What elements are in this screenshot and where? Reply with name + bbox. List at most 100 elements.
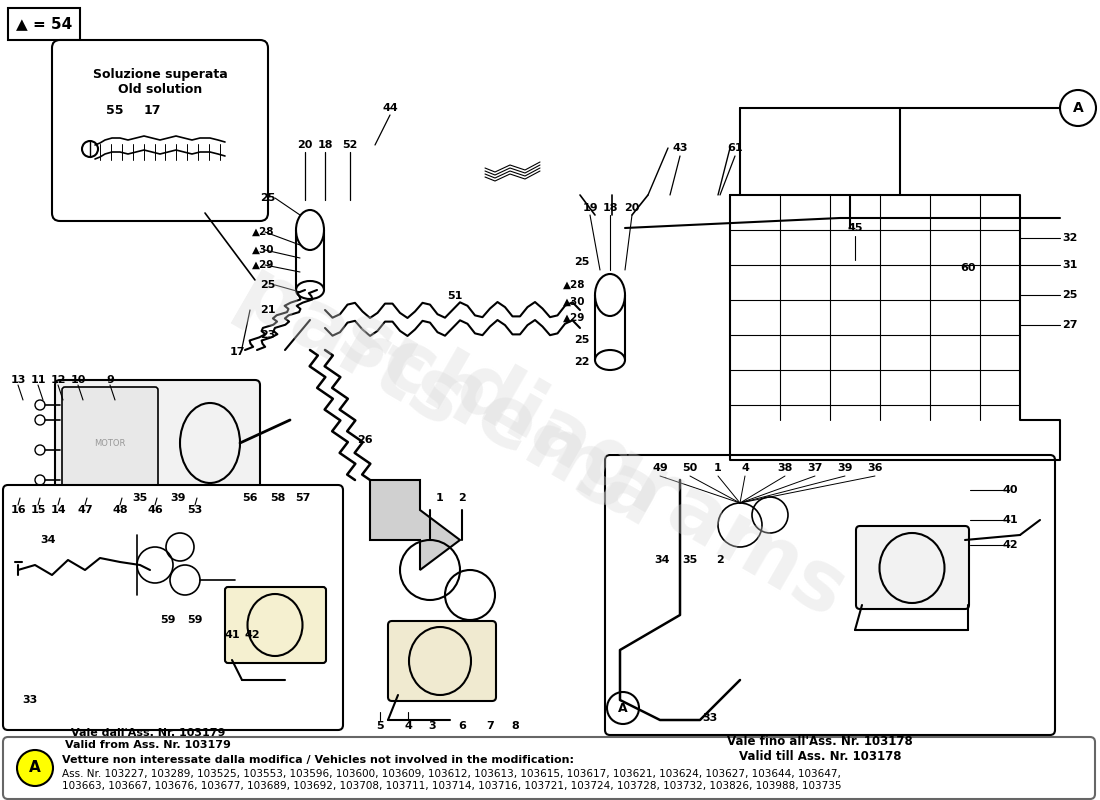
Text: 42: 42 xyxy=(1002,540,1018,550)
Text: 51: 51 xyxy=(448,291,463,301)
Text: 59: 59 xyxy=(187,615,202,625)
Text: A: A xyxy=(29,761,41,775)
Text: 18: 18 xyxy=(317,140,332,150)
Text: 20: 20 xyxy=(297,140,312,150)
Text: 14: 14 xyxy=(51,505,66,515)
Text: 10: 10 xyxy=(70,375,86,385)
Text: ▲29: ▲29 xyxy=(252,260,274,270)
Text: 39: 39 xyxy=(170,493,186,503)
FancyBboxPatch shape xyxy=(388,621,496,701)
Text: 103663, 103667, 103676, 103677, 103689, 103692, 103708, 103711, 103714, 103716, : 103663, 103667, 103676, 103677, 103689, … xyxy=(62,781,842,791)
Text: parts: parts xyxy=(223,254,477,446)
Text: A: A xyxy=(1072,101,1084,115)
Text: 40: 40 xyxy=(1002,485,1018,495)
Text: 37: 37 xyxy=(807,463,823,473)
Text: A: A xyxy=(618,702,628,714)
Text: 34: 34 xyxy=(654,555,670,565)
Text: 8: 8 xyxy=(512,721,519,731)
Text: 18: 18 xyxy=(603,203,618,213)
Text: ▲30: ▲30 xyxy=(563,297,585,307)
Text: 11: 11 xyxy=(31,375,46,385)
FancyBboxPatch shape xyxy=(55,380,260,505)
Polygon shape xyxy=(370,480,460,570)
Text: 58: 58 xyxy=(271,493,286,503)
Text: 39: 39 xyxy=(837,463,852,473)
Text: Soluzione superata
Old solution: Soluzione superata Old solution xyxy=(92,68,228,96)
Text: 38: 38 xyxy=(778,463,793,473)
Text: 16: 16 xyxy=(10,505,25,515)
Text: 9: 9 xyxy=(106,375,114,385)
Text: 50: 50 xyxy=(682,463,697,473)
Text: 1: 1 xyxy=(714,463,722,473)
Text: schema: schema xyxy=(324,295,675,545)
Text: 61: 61 xyxy=(727,143,742,153)
Text: 31: 31 xyxy=(1063,260,1078,270)
Text: ▲30: ▲30 xyxy=(252,245,275,255)
Text: 25: 25 xyxy=(261,193,276,203)
Text: 33: 33 xyxy=(22,695,37,705)
Text: 46: 46 xyxy=(147,505,163,515)
Text: 7: 7 xyxy=(486,721,494,731)
Text: Vetture non interessate dalla modifica / Vehicles not involved in the modificati: Vetture non interessate dalla modifica /… xyxy=(62,755,574,765)
FancyBboxPatch shape xyxy=(52,40,268,221)
Text: 48: 48 xyxy=(112,505,128,515)
Text: 1: 1 xyxy=(436,493,444,503)
Text: 15: 15 xyxy=(31,505,46,515)
Text: ▲28: ▲28 xyxy=(563,280,585,290)
Text: 35: 35 xyxy=(132,493,147,503)
Text: 27: 27 xyxy=(1063,320,1078,330)
Text: diagrams: diagrams xyxy=(440,345,860,635)
Text: 20: 20 xyxy=(625,203,640,213)
Text: 49: 49 xyxy=(652,463,668,473)
Text: 35: 35 xyxy=(682,555,697,565)
Text: 47: 47 xyxy=(77,505,92,515)
Text: MOTOR: MOTOR xyxy=(95,438,125,447)
Text: 32: 32 xyxy=(1063,233,1078,243)
Text: 5: 5 xyxy=(376,721,384,731)
Text: 17: 17 xyxy=(229,347,244,357)
Text: 41: 41 xyxy=(224,630,240,640)
Text: 42: 42 xyxy=(244,630,260,640)
Text: 26: 26 xyxy=(358,435,373,445)
Text: 22: 22 xyxy=(574,357,590,367)
Text: Ass. Nr. 103227, 103289, 103525, 103553, 103596, 103600, 103609, 103612, 103613,: Ass. Nr. 103227, 103289, 103525, 103553,… xyxy=(62,769,840,779)
Text: 44: 44 xyxy=(382,103,398,113)
Text: ▲29: ▲29 xyxy=(563,313,585,323)
Text: 25: 25 xyxy=(574,335,590,345)
FancyBboxPatch shape xyxy=(856,526,969,609)
Text: 43: 43 xyxy=(672,143,688,153)
Circle shape xyxy=(16,750,53,786)
Text: 23: 23 xyxy=(261,330,276,340)
FancyBboxPatch shape xyxy=(62,387,158,498)
Text: 12: 12 xyxy=(51,375,66,385)
FancyBboxPatch shape xyxy=(3,737,1094,799)
Text: 2: 2 xyxy=(458,493,466,503)
Text: 4: 4 xyxy=(741,463,749,473)
Text: 19: 19 xyxy=(582,203,597,213)
Text: 6: 6 xyxy=(458,721,466,731)
Text: 45: 45 xyxy=(847,223,862,233)
Text: 25: 25 xyxy=(574,257,590,267)
Text: 60: 60 xyxy=(960,263,976,273)
Text: 53: 53 xyxy=(187,505,202,515)
FancyBboxPatch shape xyxy=(226,587,326,663)
FancyBboxPatch shape xyxy=(605,455,1055,735)
Text: 21: 21 xyxy=(261,305,276,315)
Text: 25: 25 xyxy=(261,280,276,290)
Text: 52: 52 xyxy=(342,140,358,150)
Text: 59: 59 xyxy=(161,615,176,625)
Text: Vale fino all'Ass. Nr. 103178
Valid till Ass. Nr. 103178: Vale fino all'Ass. Nr. 103178 Valid till… xyxy=(727,735,913,763)
Text: ▲28: ▲28 xyxy=(252,227,275,237)
Bar xyxy=(8,8,80,40)
Text: Vale dall'Ass. Nr. 103179
Valid from Ass. Nr. 103179: Vale dall'Ass. Nr. 103179 Valid from Ass… xyxy=(65,728,231,750)
Text: 13: 13 xyxy=(10,375,25,385)
Text: 33: 33 xyxy=(703,713,717,723)
Text: 55: 55 xyxy=(107,103,123,117)
Text: 2: 2 xyxy=(716,555,724,565)
FancyBboxPatch shape xyxy=(3,485,343,730)
Text: 25: 25 xyxy=(1063,290,1078,300)
Text: 3: 3 xyxy=(428,721,436,731)
Text: 36: 36 xyxy=(867,463,882,473)
Text: 41: 41 xyxy=(1002,515,1018,525)
Text: 34: 34 xyxy=(41,535,56,545)
